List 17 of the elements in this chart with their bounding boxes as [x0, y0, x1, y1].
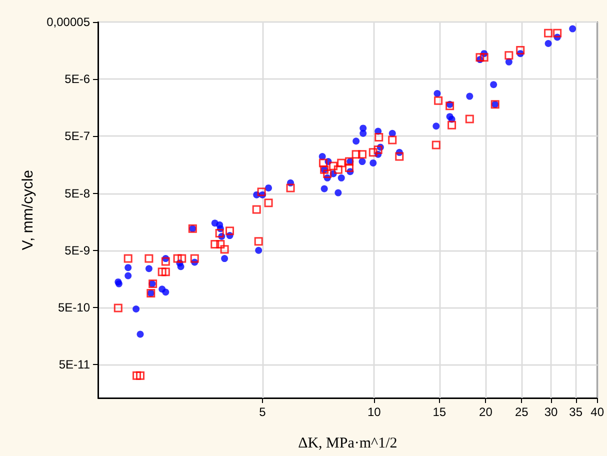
y-tick-label: 0,00005	[46, 15, 90, 29]
x-tick-label: 10	[367, 405, 382, 419]
x-tick-label: 15	[432, 405, 446, 419]
y-tick-label: 5E-11	[58, 358, 90, 372]
y-tick-label: 5E-10	[58, 300, 90, 314]
x-tick-label: 40	[590, 405, 604, 419]
x-tick-label: 20	[479, 405, 493, 419]
x-axis-title: ΔK, MPa·m^1/2	[298, 436, 398, 452]
y-axis-title: V, mm/cycle	[20, 170, 37, 250]
y-tick-label: 5E-7	[64, 129, 90, 144]
x-tick-label: 25	[514, 405, 529, 419]
x-tick-label: 30	[544, 405, 558, 419]
x-tick-label: 5	[259, 405, 266, 419]
y-tick-label: 5E-8	[64, 186, 90, 200]
x-tick-label: 35	[569, 405, 583, 419]
y-tick-label: 5E-6	[64, 72, 90, 86]
y-tick-label: 5E-9	[64, 243, 90, 258]
